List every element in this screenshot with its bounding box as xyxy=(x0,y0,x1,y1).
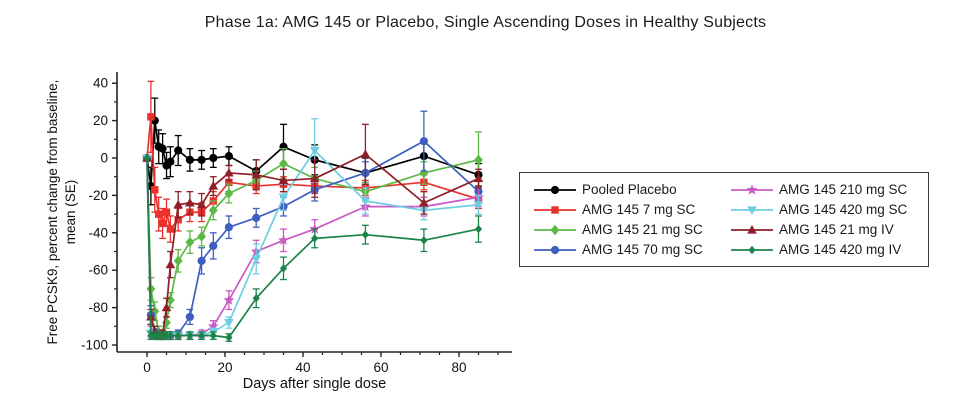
legend-column-2: AMG 145 210 mg SC AMG 145 420 mg SC AMG 14… xyxy=(729,180,918,260)
legend-label: AMG 145 21 mg IV xyxy=(778,222,894,237)
x-tick-label: 80 xyxy=(451,360,466,375)
circle-marker-icon xyxy=(534,185,576,194)
triangle-up-marker-icon xyxy=(730,224,773,234)
y-tick-label: 0 xyxy=(100,151,108,166)
square-marker-icon xyxy=(534,205,576,214)
legend-label: AMG 145 21 mg SC xyxy=(582,222,703,237)
x-tick-label: 40 xyxy=(295,360,310,375)
y-axis-label-line2: mean (SE) xyxy=(63,180,78,245)
diamond-marker-icon xyxy=(534,224,576,235)
legend-item: AMG 145 70 mg SC xyxy=(532,240,729,260)
chart-title: Phase 1a: AMG 145 or Placebo, Single Asc… xyxy=(204,14,767,31)
x-tick-label: 60 xyxy=(373,360,388,375)
legend-item: AMG 145 420 mg IV xyxy=(729,240,918,260)
y-axis-label-line1: Free PCSK9, percent change from baseline… xyxy=(45,80,60,345)
y-tick-label: 40 xyxy=(93,76,108,91)
y-tick-label: 20 xyxy=(93,113,108,128)
series-amg-145-420-mg-iv xyxy=(143,153,483,342)
legend-label: AMG 145 420 mg IV xyxy=(778,242,902,257)
legend-item: AMG 145 21 mg SC xyxy=(532,220,729,240)
y-tick-label: -20 xyxy=(88,188,108,203)
diamond-small-marker-icon xyxy=(730,245,773,254)
legend-label: AMG 145 210 mg SC xyxy=(778,182,908,197)
star-marker-icon xyxy=(730,183,773,195)
x-tick-label: 0 xyxy=(143,360,151,375)
legend-label: Pooled Placebo xyxy=(582,182,677,197)
x-axis-label: Days after single dose xyxy=(243,376,386,392)
legend-label: AMG 145 7 mg SC xyxy=(582,202,696,217)
circle-marker-icon xyxy=(534,245,576,254)
y-tick-label: -60 xyxy=(88,263,108,278)
legend-box: Pooled Placebo AMG 145 7 mg SC AMG 145 21 … xyxy=(519,172,929,267)
legend-item: AMG 145 420 mg SC xyxy=(729,200,918,220)
legend-item: Pooled Placebo xyxy=(532,180,729,200)
triangle-down-marker-icon xyxy=(730,205,773,215)
legend-item: AMG 145 7 mg SC xyxy=(532,200,729,220)
legend-item: AMG 145 210 mg SC xyxy=(729,180,918,200)
y-tick-label: -100 xyxy=(81,338,108,353)
legend-label: AMG 145 420 mg SC xyxy=(778,202,908,217)
x-tick-label: 20 xyxy=(217,360,232,375)
y-tick-label: -80 xyxy=(88,300,108,315)
legend-item: AMG 145 21 mg IV xyxy=(729,220,918,240)
y-tick-label: -40 xyxy=(88,225,108,240)
legend-column-1: Pooled Placebo AMG 145 7 mg SC AMG 145 21 … xyxy=(532,180,729,260)
legend-label: AMG 145 70 mg SC xyxy=(582,242,703,257)
